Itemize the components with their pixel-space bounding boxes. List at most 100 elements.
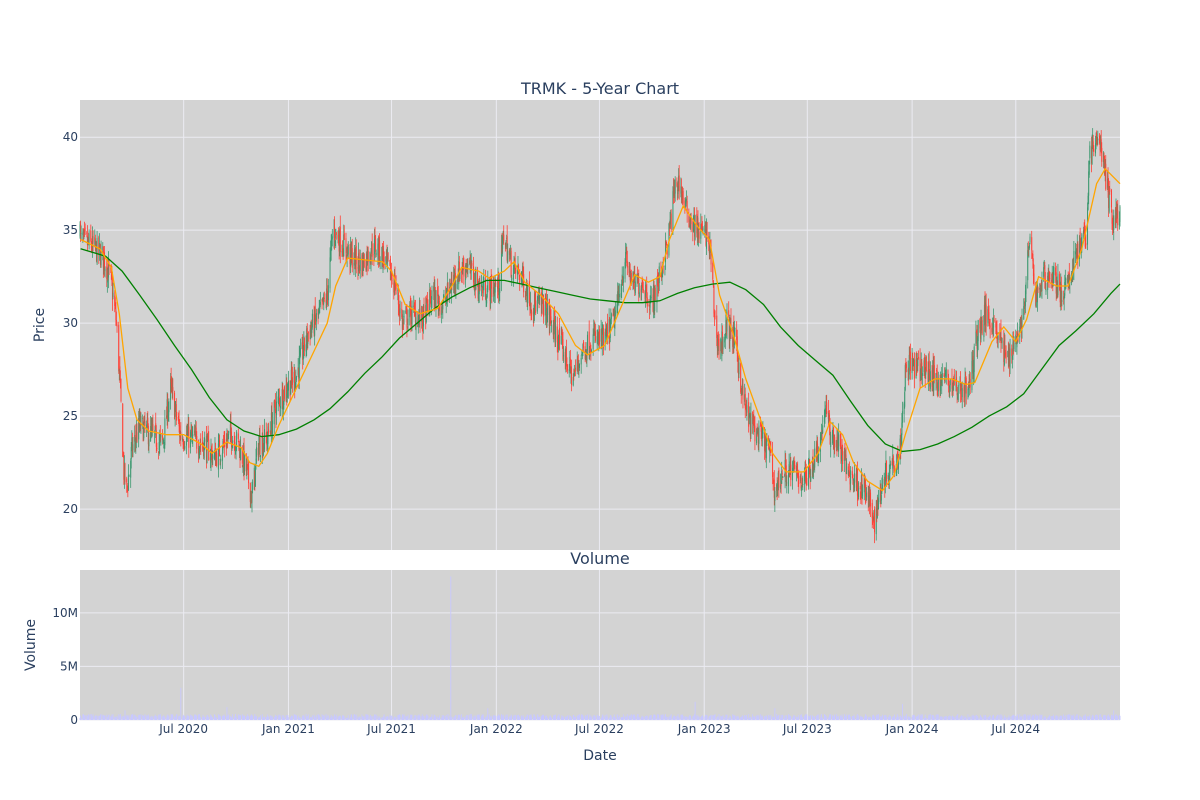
volume-bar: [186, 717, 187, 720]
candle-up-body: [953, 377, 955, 384]
volume-bar: [1008, 715, 1010, 720]
volume-bar: [951, 716, 953, 720]
volume-bar: [426, 714, 428, 720]
volume-bar: [290, 716, 292, 720]
candle-up-body: [151, 427, 153, 429]
candle-up-body: [807, 468, 809, 487]
candle-down-body: [896, 453, 898, 454]
volume-bar: [1040, 716, 1042, 720]
candle-down-body: [876, 503, 878, 515]
candle-up-body: [664, 265, 666, 267]
candle-up-body: [1016, 332, 1018, 338]
candle-up-body: [618, 293, 620, 298]
volume-bar: [856, 714, 858, 720]
candle-up-body: [294, 385, 296, 387]
candle-up-body: [513, 262, 515, 270]
volume-bar: [745, 716, 747, 720]
volume-bar: [470, 714, 472, 720]
volume-bar: [688, 715, 690, 720]
candle-down-body: [626, 261, 628, 268]
volume-bar: [107, 717, 109, 720]
candle-up-body: [238, 444, 240, 448]
volume-bar: [697, 715, 699, 720]
volume-bar: [1069, 714, 1071, 720]
volume-bar: [394, 717, 396, 720]
candle-up-body: [159, 436, 161, 443]
candle-down-body: [728, 319, 730, 339]
candle-up-body: [498, 290, 500, 297]
candle-down-body: [1035, 288, 1037, 306]
candle-up-body: [696, 221, 698, 235]
volume-bar: [752, 717, 754, 720]
volume-bar: [722, 717, 723, 720]
candle-down-body: [684, 200, 686, 206]
volume-bar: [135, 717, 137, 720]
candle-up-body: [1083, 230, 1085, 234]
candle-up-body: [88, 233, 90, 246]
volume-bar: [293, 714, 295, 720]
candle-down-body: [975, 331, 977, 333]
volume-bar: [278, 715, 280, 720]
volume-bar: [319, 716, 321, 720]
candle-up-body: [1076, 244, 1078, 257]
volume-bar: [294, 714, 296, 720]
candle-down-body: [916, 364, 918, 368]
candle-down-body: [917, 356, 919, 359]
volume-bar: [461, 717, 463, 720]
volume-bar: [95, 715, 97, 720]
volume-bar: [581, 714, 583, 720]
volume-bar: [1067, 714, 1069, 720]
volume-bar: [1061, 715, 1063, 720]
candle-up-body: [1079, 235, 1081, 260]
candle-up-body: [541, 293, 543, 296]
volume-bar: [277, 714, 279, 720]
candle-down-body: [900, 435, 902, 449]
candle-up-body: [1039, 287, 1041, 290]
candle-up-body: [1088, 171, 1090, 196]
volume-bar: [509, 716, 511, 720]
price-plot-background: [80, 100, 1120, 550]
volume-bar: [956, 715, 958, 720]
volume-bar: [150, 716, 152, 720]
volume-bar: [777, 715, 779, 720]
candle-up-body: [578, 364, 580, 367]
candle-down-body: [479, 280, 481, 291]
volume-bar: [561, 715, 563, 720]
candle-up-body: [852, 478, 854, 483]
volume-bar: [745, 714, 747, 720]
volume-bar: [932, 714, 934, 720]
volume-bar: [676, 715, 678, 720]
volume-bar: [777, 715, 779, 720]
volume-bar: [1051, 716, 1053, 720]
candle-up-body: [221, 453, 223, 461]
volume-bar: [218, 715, 220, 720]
volume-bar: [475, 715, 477, 720]
volume-bar: [498, 715, 500, 720]
candle-down-body: [395, 286, 397, 289]
volume-bar: [1111, 715, 1112, 720]
volume-bar: [1114, 715, 1116, 720]
volume-bar: [84, 716, 86, 720]
volume-bar: [726, 714, 728, 720]
candle-down-body: [349, 247, 351, 264]
volume-bar: [290, 716, 292, 720]
candle-up-body: [973, 369, 975, 377]
volume-bar: [94, 715, 96, 720]
volume-bar: [1081, 716, 1083, 720]
volume-bar: [850, 716, 852, 720]
candle-down-body: [713, 285, 715, 314]
candle-up-body: [952, 386, 954, 392]
volume-bar: [138, 714, 140, 720]
candle-down-body: [171, 384, 173, 389]
candle-up-body: [903, 403, 905, 414]
volume-bar: [253, 716, 255, 720]
candle-up-body: [370, 254, 372, 265]
volume-bar: [925, 717, 927, 720]
volume-bar: [749, 717, 751, 720]
volume-bar: [601, 715, 603, 720]
candle-up-body: [220, 458, 222, 462]
volume-bar: [1023, 714, 1025, 720]
volume-bar: [522, 717, 523, 720]
volume-bar: [594, 716, 596, 720]
candle-up-body: [848, 470, 850, 476]
